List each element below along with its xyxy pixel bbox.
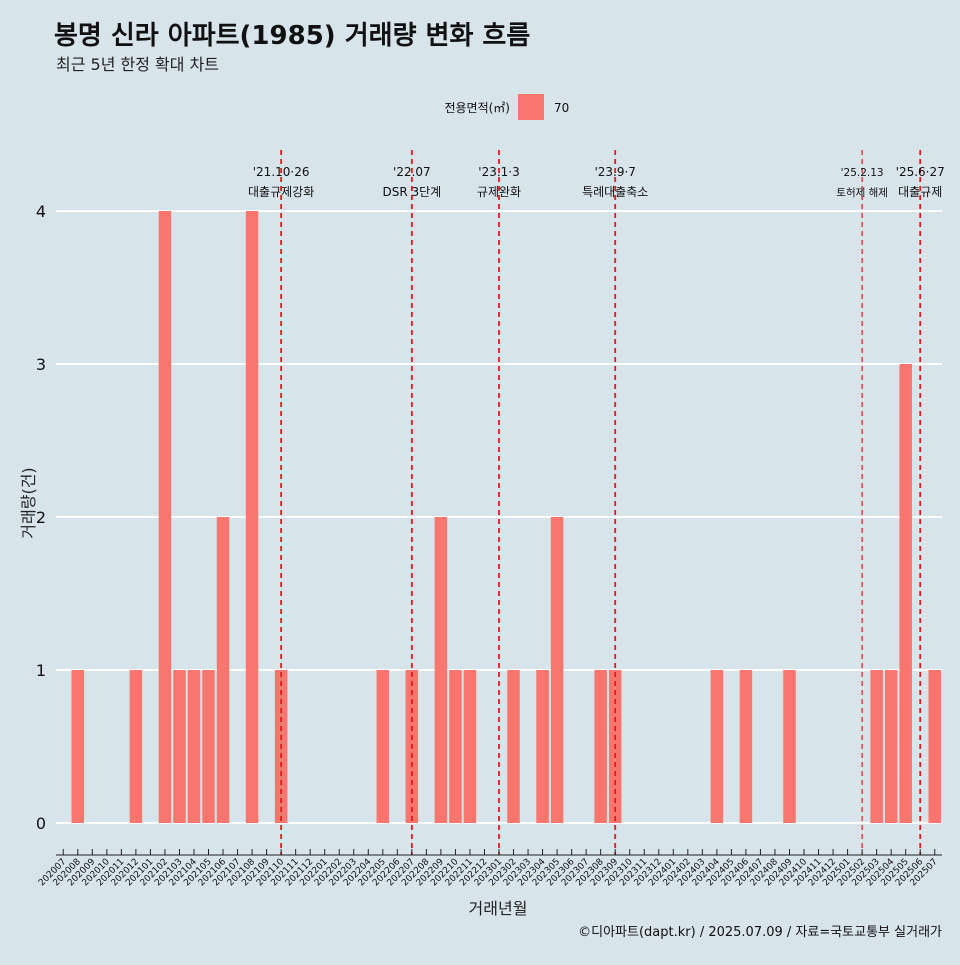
event-date: '21.10·26 (253, 165, 310, 179)
bar (594, 670, 607, 823)
y-tick-label: 3 (36, 355, 46, 374)
bar (158, 211, 172, 823)
event-label: 토허제 해제 (836, 186, 888, 199)
legend: 전용면적(㎡) 70 (444, 94, 569, 120)
event-date: '23.9·7 (594, 165, 635, 179)
y-axis-title: 거래량(건) (19, 467, 38, 538)
bar (463, 670, 477, 823)
bar (187, 670, 201, 823)
y-axis: 0 1 2 3 4 (36, 202, 46, 833)
event-label: 특례대출축소 (582, 185, 648, 199)
event-label: DSR 3단계 (382, 185, 441, 199)
bar (216, 517, 230, 823)
legend-swatch (518, 94, 544, 120)
event-label: 규제완화 (477, 185, 521, 199)
bar (449, 670, 462, 823)
chart-title: 봉명 신라 아파트(1985) 거래량 변화 흐름 (54, 21, 530, 51)
event-date: '25.6·27 (896, 165, 945, 179)
x-axis-title: 거래년월 (469, 899, 528, 918)
bar (173, 670, 186, 823)
bar (507, 670, 520, 823)
event-date: '22.07 (393, 165, 431, 179)
y-tick-label: 1 (36, 661, 46, 680)
event-label: 대출규제 (898, 185, 942, 199)
event-date: '23.1·3 (478, 165, 519, 179)
event-date: '25.2.13 (841, 167, 884, 179)
bars (71, 211, 941, 823)
bar (376, 670, 390, 823)
chart-subtitle: 최근 5년 한정 확대 차트 (56, 55, 219, 74)
bar (899, 364, 912, 823)
y-tick-label: 4 (36, 202, 46, 221)
x-axis: 2020072020082020092020102020112020122021… (37, 849, 942, 888)
bar (129, 670, 143, 823)
bar (884, 670, 898, 823)
bar (550, 517, 564, 823)
bar (870, 670, 883, 823)
y-tick-label: 2 (36, 508, 46, 527)
bar (245, 211, 259, 823)
event-label: 대출규제강화 (248, 185, 314, 199)
legend-title: 전용면적(㎡) (444, 101, 510, 115)
bar (71, 670, 85, 823)
legend-entry: 70 (554, 101, 569, 115)
bar (710, 670, 724, 823)
bar (928, 670, 941, 823)
bar (434, 517, 448, 823)
annotations: '21.10·26 대출규제강화 '22.07 DSR 3단계 '23.1·3 규제완화 '… (248, 150, 945, 855)
y-tick-label: 0 (36, 814, 46, 833)
bar (202, 670, 215, 823)
bar (536, 670, 549, 823)
caption: ©디아파트(dapt.kr) / 2025.07.09 / 자료=국토교통부 실… (578, 925, 942, 940)
bar (739, 670, 753, 823)
bar (783, 670, 796, 823)
